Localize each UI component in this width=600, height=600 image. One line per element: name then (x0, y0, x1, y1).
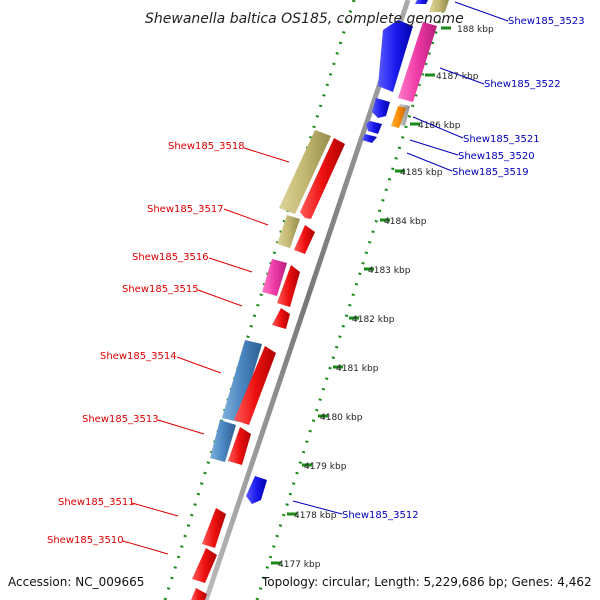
gene-label-shew185-3520[interactable]: Shew185_3520 (458, 151, 535, 162)
genes (191, 0, 449, 600)
tick-label: 188 kbp (457, 25, 494, 35)
gene-shew185-3512-blue[interactable] (246, 476, 267, 504)
gene-label-shew185-3514[interactable]: Shew185_3514 (100, 351, 177, 362)
gene-shew185-3521-orange[interactable] (391, 106, 406, 128)
tick-label: 4181 kbp (336, 364, 379, 374)
gene-shew185-3514-red[interactable] (234, 346, 276, 425)
reverse-gene-labels: Shew185_3523 Shew185_3522 Shew185_3521 S… (342, 16, 585, 521)
gene-label-shew185-3523[interactable]: Shew185_3523 (508, 16, 585, 27)
gene-top-blue[interactable] (415, 0, 428, 4)
gene-shew185-3522-blue[interactable] (378, 20, 413, 92)
gene-label-shew185-3516[interactable]: Shew185_3516 (132, 252, 209, 263)
tick-label: 4180 kbp (320, 413, 363, 423)
gene-label-shew185-3511[interactable]: Shew185_3511 (58, 497, 135, 508)
gene-shew185-3516-pink[interactable] (262, 259, 287, 296)
gene-shew185-3520-blue[interactable] (372, 98, 390, 118)
gene-label-shew185-3515[interactable]: Shew185_3515 (122, 284, 199, 295)
tick-label: 4179 kbp (304, 462, 347, 472)
tick-label: 4182 kbp (352, 315, 395, 325)
gene-label-shew185-3521[interactable]: Shew185_3521 (463, 134, 540, 145)
gene-label-shew185-3518[interactable]: Shew185_3518 (168, 141, 245, 152)
gene-label-shew185-3512[interactable]: Shew185_3512 (342, 510, 419, 521)
gene-top-olive[interactable] (429, 0, 449, 12)
gene-shew185-3510-red[interactable] (192, 548, 217, 583)
gene-label-shew185-3519[interactable]: Shew185_3519 (452, 167, 529, 178)
gene-shew185-3518-red[interactable] (300, 138, 345, 219)
tick-label: 4178 kbp (294, 511, 337, 521)
tick-label: 4186 kbp (418, 121, 461, 131)
major-ticks (271, 26, 451, 565)
map-title: Shewanella baltica OS185, complete genom… (145, 11, 464, 27)
gene-shew185-3514-steel[interactable] (222, 340, 262, 422)
forward-gene-labels: Shew185_3518 Shew185_3517 Shew185_3516 S… (47, 141, 245, 546)
tick-label: 4185 kbp (400, 168, 443, 178)
gene-label-shew185-3522[interactable]: Shew185_3522 (484, 79, 561, 90)
tick-label: 4177 kbp (278, 560, 321, 570)
gene-shew185-3515-red[interactable] (272, 308, 290, 329)
gene-shew185-3513-steel[interactable] (210, 420, 236, 462)
gene-label-shew185-3513[interactable]: Shew185_3513 (82, 414, 159, 425)
gene-shew185-3522-pink[interactable] (398, 22, 437, 102)
gene-shew185-3518-olive[interactable] (279, 130, 331, 214)
gene-shew185-3513-red[interactable] (228, 427, 251, 465)
tick-label: 4183 kbp (368, 266, 411, 276)
gene-label-shew185-3517[interactable]: Shew185_3517 (147, 204, 224, 215)
gene-bottom-red[interactable] (191, 588, 207, 600)
reverse-leader-lines (292, 1, 509, 515)
genome-backbone (203, 0, 411, 600)
tick-label: 4184 kbp (384, 217, 427, 227)
forward-leader-lines (122, 147, 290, 555)
gene-shew185-3517-red[interactable] (294, 225, 315, 254)
accession-text: Accession: NC_009665 (8, 575, 144, 589)
tick-label: 4187 kbp (436, 72, 479, 82)
gene-label-shew185-3510[interactable]: Shew185_3510 (47, 535, 124, 546)
gene-shew185-3519-blue[interactable] (366, 121, 382, 134)
tick-labels: 188 kbp 4187 kbp 4186 kbp 4185 kbp 4184 … (278, 25, 494, 570)
gene-shew185-3511-red[interactable] (202, 508, 226, 548)
gene-shew185-3516-red[interactable] (277, 265, 300, 307)
gene-shew185-3517-olive[interactable] (277, 215, 300, 248)
topology-text: Topology: circular; Length: 5,229,686 bp… (261, 575, 592, 589)
gene-small-blue[interactable] (362, 134, 377, 143)
